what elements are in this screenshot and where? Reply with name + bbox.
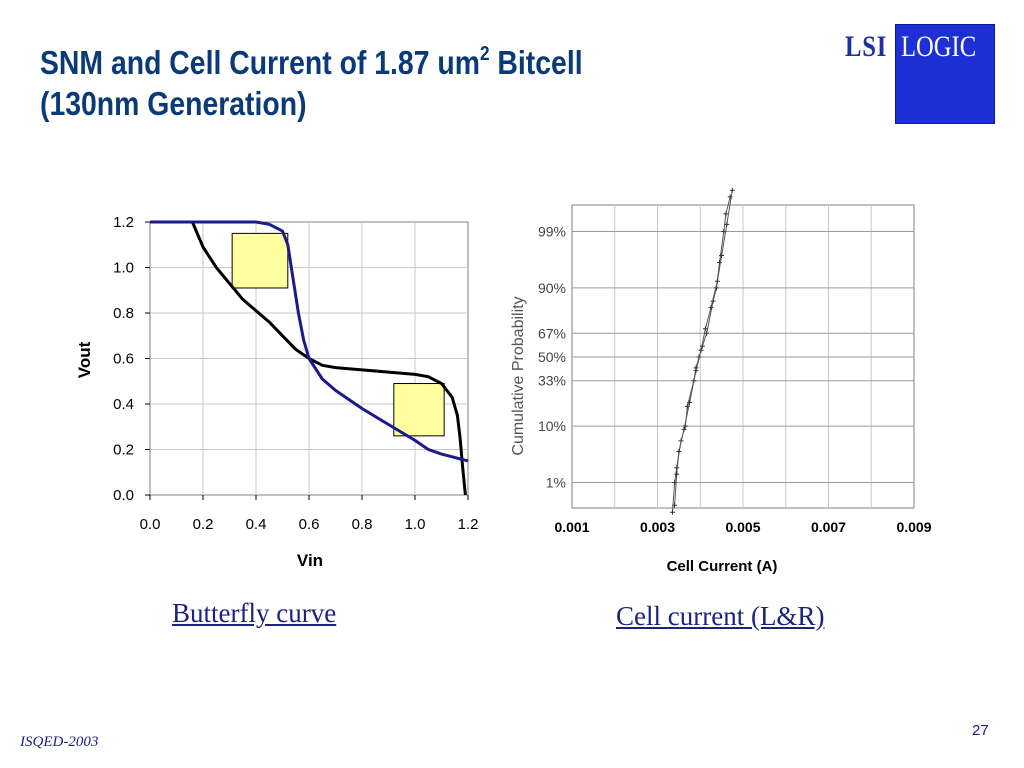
cell-current-data-point: [669, 509, 675, 515]
slide-title: SNM and Cell Current of 1.87 um2 Bitcell…: [40, 42, 583, 124]
cell-current-data-point: [719, 253, 725, 259]
butterfly-x-tick-label: 1.2: [458, 516, 479, 533]
cell-current-x-tick-label: 0.007: [811, 519, 846, 535]
footer-conference: ISQED-2003: [20, 734, 99, 750]
snm-square: [231, 232, 289, 289]
cell-current-data-point: [693, 368, 699, 374]
butterfly-x-tick-label: 0.4: [246, 516, 267, 533]
logo-text-logic: LOGIC: [901, 30, 977, 63]
cell-current-y-tick-label: 10%: [538, 418, 566, 434]
butterfly-x-label: Vin: [297, 551, 323, 570]
cell-current-data-point: [681, 426, 687, 432]
cell-current-x-tick-label: 0.001: [554, 519, 589, 535]
cell-current-x-tick-label: 0.009: [896, 519, 931, 535]
cell-current-data-point: [724, 221, 730, 227]
cell-current-data-point: [674, 471, 680, 477]
logo-text-lsi: LSI: [845, 30, 888, 63]
butterfly-y-tick-label: 1.0: [113, 260, 134, 277]
cell-current-chart: 0.001 0.003 0.005 0.007 0.009 1% 10% 33% 50% 67% 9…: [510, 187, 932, 575]
cell-current-data-point: [672, 502, 678, 508]
page-number: 27: [972, 722, 989, 739]
cell-current-x-label: Cell Current (A): [667, 558, 778, 575]
butterfly-x-tick-label: 0.2: [193, 516, 214, 533]
title-line-2: (130nm Generation): [40, 85, 307, 122]
butterfly-x-tick-label: 0.8: [352, 516, 373, 533]
cell-current-data-point: [687, 399, 693, 405]
cell-current-y-tick-label: 50%: [538, 349, 566, 365]
butterfly-y-tick-label: 0.4: [113, 396, 134, 413]
cell-current-y-tick-label: 1%: [546, 475, 566, 491]
butterfly-curve-link[interactable]: Butterfly curve: [172, 598, 337, 628]
title-line-1: SNM and Cell Current of 1.87 um2 Bitcell: [40, 43, 583, 81]
cell-current-x-tick-label: 0.005: [725, 519, 760, 535]
cell-current-data-point: [729, 187, 735, 193]
cell-current-y-label: Cumulative Probability: [510, 296, 527, 455]
butterfly-x-tick-label: 0.6: [299, 516, 320, 533]
cell-current-y-tick-label: 67%: [538, 325, 566, 341]
butterfly-blue-curve: [150, 220, 469, 463]
butterfly-x-tick-label: 1.0: [405, 516, 426, 533]
title-superscript: 2: [479, 43, 490, 65]
butterfly-y-tick-label: 0.8: [113, 305, 134, 322]
logo-blue-box: [895, 24, 995, 124]
butterfly-y-tick-label: 0.0: [113, 487, 134, 504]
cell-current-data-point: [676, 448, 682, 454]
cell-current-y-tick-label: 90%: [538, 280, 566, 296]
cell-current-data-point: [723, 211, 729, 217]
butterfly-chart: 0.0 0.2 0.4 0.6 0.8 1.0 1.2 0.0 0.2 0.4 0.6 0.8 1.0 1…: [75, 214, 478, 570]
cell-current-data-point: [698, 347, 704, 353]
cell-current-y-tick-label: 99%: [538, 224, 566, 240]
butterfly-y-tick-label: 0.6: [113, 351, 134, 368]
cell-current-data-point: [714, 278, 720, 284]
snm-square: [393, 383, 445, 437]
cell-current-y-tick-label: 33%: [538, 373, 566, 389]
butterfly-y-tick-label: 0.2: [113, 442, 134, 459]
lsi-logic-logo: LSI LOGIC: [843, 22, 996, 124]
butterfly-y-tick-label: 1.2: [113, 214, 134, 231]
butterfly-black-curve: [191, 221, 467, 496]
cell-current-x-tick-label: 0.003: [640, 519, 675, 535]
cell-current-data-point: [716, 260, 722, 266]
butterfly-x-tick-label: 0.0: [140, 516, 161, 533]
cell-current-data-point: [727, 194, 733, 200]
butterfly-y-label: Vout: [75, 341, 94, 378]
cell-current-data-point: [702, 326, 708, 332]
cell-current-data-point: [708, 305, 714, 311]
cell-current-link[interactable]: Cell current (L&R): [616, 601, 825, 631]
